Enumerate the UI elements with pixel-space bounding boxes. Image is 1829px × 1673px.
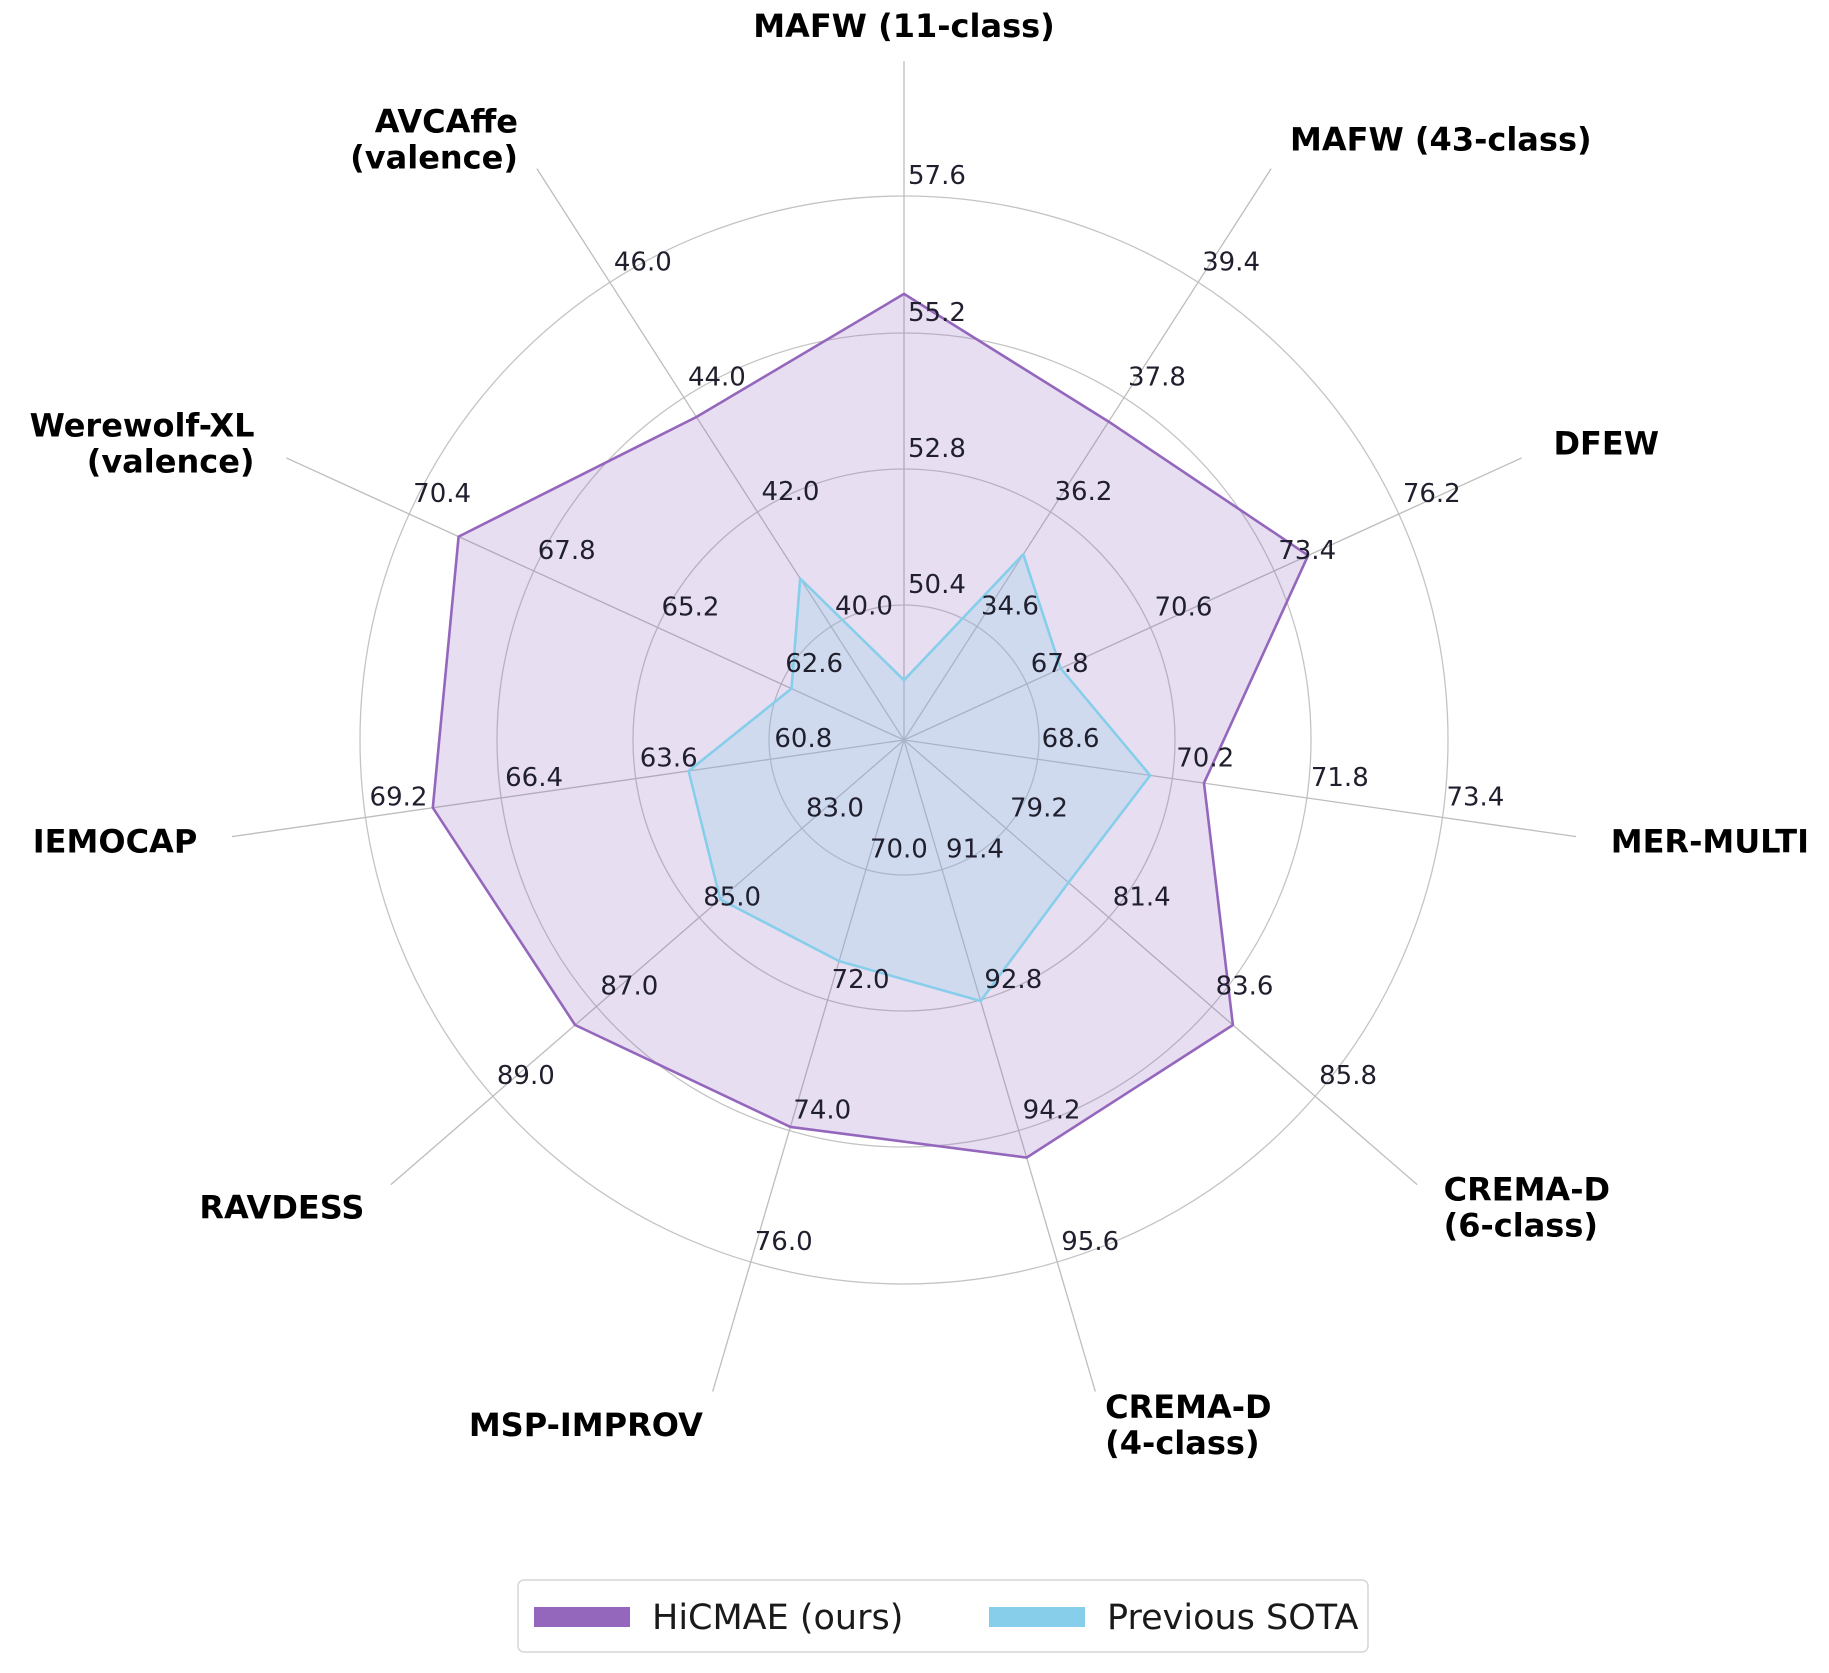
tick-label: 70.2 [1176,744,1234,774]
tick-label: 87.0 [600,972,658,1002]
tick-label: 73.4 [1446,782,1504,812]
tick-label: 70.4 [413,479,471,509]
tick-label: 39.4 [1202,247,1260,277]
tick-label: 69.2 [370,782,428,812]
radar-series [431,292,1310,1159]
legend-label: Previous SOTA [1107,1598,1358,1638]
axis-title: Werewolf-XL (valence) [30,406,255,480]
axis-spoke [286,457,905,741]
tick-label: 94.2 [1023,1096,1081,1126]
legend-label: HiCMAE (ours) [652,1598,903,1638]
tick-label: 83.0 [806,793,864,823]
axis-spoke [390,739,905,1186]
tick-label: 46.0 [614,247,672,277]
axis-title: IEMOCAP [33,823,198,861]
tick-label: 91.4 [946,835,1004,865]
axis-spoke [903,457,1522,741]
axis-spoke [903,168,1272,741]
legend-swatch [534,1607,630,1627]
axis-title: AVCAffe (valence) [350,102,518,176]
axis-title: MER-MULTI [1611,823,1809,861]
axis-title: MAFW (11-class) [753,7,1055,45]
tick-label: 81.4 [1113,882,1171,912]
tick-labels: 50.4 52.8 55.2 57.6 34.6 36.2 37.8 39.4 67.8 70.6… [370,161,1505,1257]
radar-grid [231,61,1577,1392]
tick-label: 68.6 [1042,724,1100,754]
tick-label: 44.0 [688,363,746,393]
tick-label: 95.6 [1061,1227,1119,1257]
tick-label: 42.0 [761,477,819,507]
tick-label: 76.2 [1403,479,1461,509]
series-hicmae-area [431,292,1310,1159]
axis-title: CREMA-D (6-class) [1444,1171,1610,1245]
tick-label: 36.2 [1055,477,1113,507]
tick-label: 76.0 [755,1227,813,1257]
tick-label: 74.0 [793,1096,851,1126]
axis-title: MAFW (43-class) [1290,120,1592,158]
axis-spoke [903,739,1577,838]
legend-box [517,1579,1369,1653]
tick-label: 66.4 [505,763,563,793]
tick-label: 34.6 [981,591,1039,621]
tick-label: 40.0 [835,591,893,621]
tick-label: 70.6 [1155,592,1213,622]
axis-title: DFEW [1553,424,1659,462]
tick-label: 63.6 [640,744,698,774]
tick-label: 50.4 [908,570,966,600]
tick-label: 60.8 [774,724,832,754]
tick-label: 71.8 [1311,763,1369,793]
tick-label: 37.8 [1128,363,1186,393]
axis-spoke [903,739,1418,1186]
series-previous-sota-area [687,552,1152,1003]
tick-label: 70.0 [870,835,928,865]
tick-label: 89.0 [497,1061,555,1091]
tick-label: 55.2 [908,298,966,328]
axis-title: MSP-IMPROV [469,1406,703,1444]
axis-title: RAVDESS [199,1189,364,1227]
axis-spoke [536,168,905,741]
axis-spoke [231,739,905,838]
tick-label: 83.6 [1216,972,1274,1002]
tick-label: 85.8 [1319,1061,1377,1091]
tick-label: 57.6 [908,161,966,191]
tick-label: 52.8 [908,434,966,464]
legend: HiCMAE (ours) Previous SOTA [517,1579,1369,1653]
tick-label: 67.8 [1031,649,1089,679]
axis-spoke [712,739,905,1392]
tick-label: 62.6 [785,649,843,679]
tick-label: 79.2 [1010,793,1068,823]
tick-label: 85.0 [703,882,761,912]
tick-label: 73.4 [1278,536,1336,566]
tick-label: 67.8 [538,536,596,566]
tick-label: 92.8 [984,965,1042,995]
tick-label: 65.2 [661,592,719,622]
axis-spoke [903,739,1096,1392]
axis-titles: MAFW (11-class) MAFW (43-class) DFEW MER-MU… [30,7,1809,1462]
tick-label: 72.0 [832,965,890,995]
axis-title: CREMA-D (4-class) [1105,1388,1271,1462]
legend-swatch [989,1607,1085,1627]
